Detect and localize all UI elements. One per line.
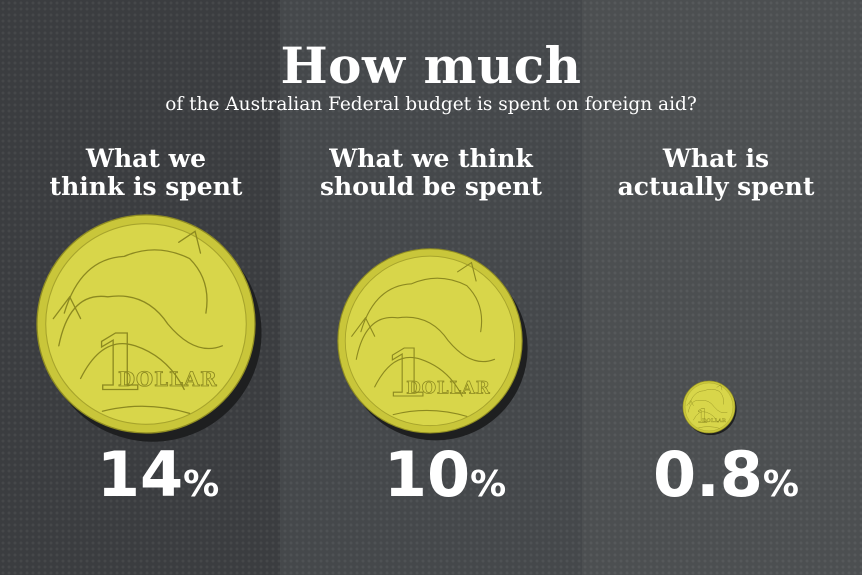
engraving-line <box>698 426 720 429</box>
coin-face <box>684 382 734 432</box>
kangaroo-engraving-icon <box>351 261 496 417</box>
category-label-line: What we think <box>329 144 533 173</box>
category-label-line: actually spent <box>617 172 815 201</box>
engraving-line <box>360 277 483 333</box>
engraving-line <box>716 384 723 391</box>
value-label-think: 14% <box>28 440 288 520</box>
engraving-line <box>688 400 728 414</box>
category-label-should: What we think should be spent <box>301 145 561 201</box>
category-label-line: What we <box>85 144 207 173</box>
engraving-line <box>351 316 376 337</box>
coin-dollar-text: DOLLAR <box>702 418 726 424</box>
coin-numeral: 1 <box>385 336 430 412</box>
engraving-line <box>693 411 719 423</box>
coin-numeral: 1 <box>696 407 709 428</box>
engraving-line <box>457 261 477 282</box>
coin-face <box>45 223 247 425</box>
coin-dollar-text: DOLLAR <box>118 368 218 391</box>
value-unit: % <box>183 464 220 505</box>
category-label-actual: What is actually spent <box>586 145 846 201</box>
engraving-line <box>52 295 82 320</box>
coin-dollar-text: DOLLAR <box>406 377 490 397</box>
chart-subtitle: of the Australian Federal budget is spen… <box>165 94 697 115</box>
value-label-actual: 0.8% <box>596 440 856 520</box>
value-unit: % <box>762 464 799 505</box>
engraving-line <box>63 249 208 314</box>
engraving-line <box>686 400 694 406</box>
panel-actually-spent <box>582 0 862 575</box>
category-label-think: What we think is spent <box>16 145 276 201</box>
coin-face <box>344 255 516 427</box>
category-label-line: What is <box>662 144 770 173</box>
engraving-line <box>79 342 185 391</box>
value-number: 14 <box>96 438 184 511</box>
kangaroo-engraving-icon <box>52 230 223 415</box>
kangaroo-engraving-icon <box>686 384 728 429</box>
value-label-should: 10% <box>315 440 575 520</box>
value-number: 0.8 <box>653 438 763 511</box>
value-number: 10 <box>383 438 471 511</box>
engraving-line <box>689 389 724 405</box>
engraving-line <box>101 405 191 415</box>
category-label-line: think is spent <box>49 172 243 201</box>
engraving-line <box>374 356 463 397</box>
chart-title: How much <box>280 36 582 95</box>
coin-numeral: 1 <box>92 317 145 407</box>
engraving-line <box>178 230 202 254</box>
engraving-line <box>392 409 468 417</box>
value-unit: % <box>470 464 507 505</box>
category-label-line: should be spent <box>319 172 543 201</box>
